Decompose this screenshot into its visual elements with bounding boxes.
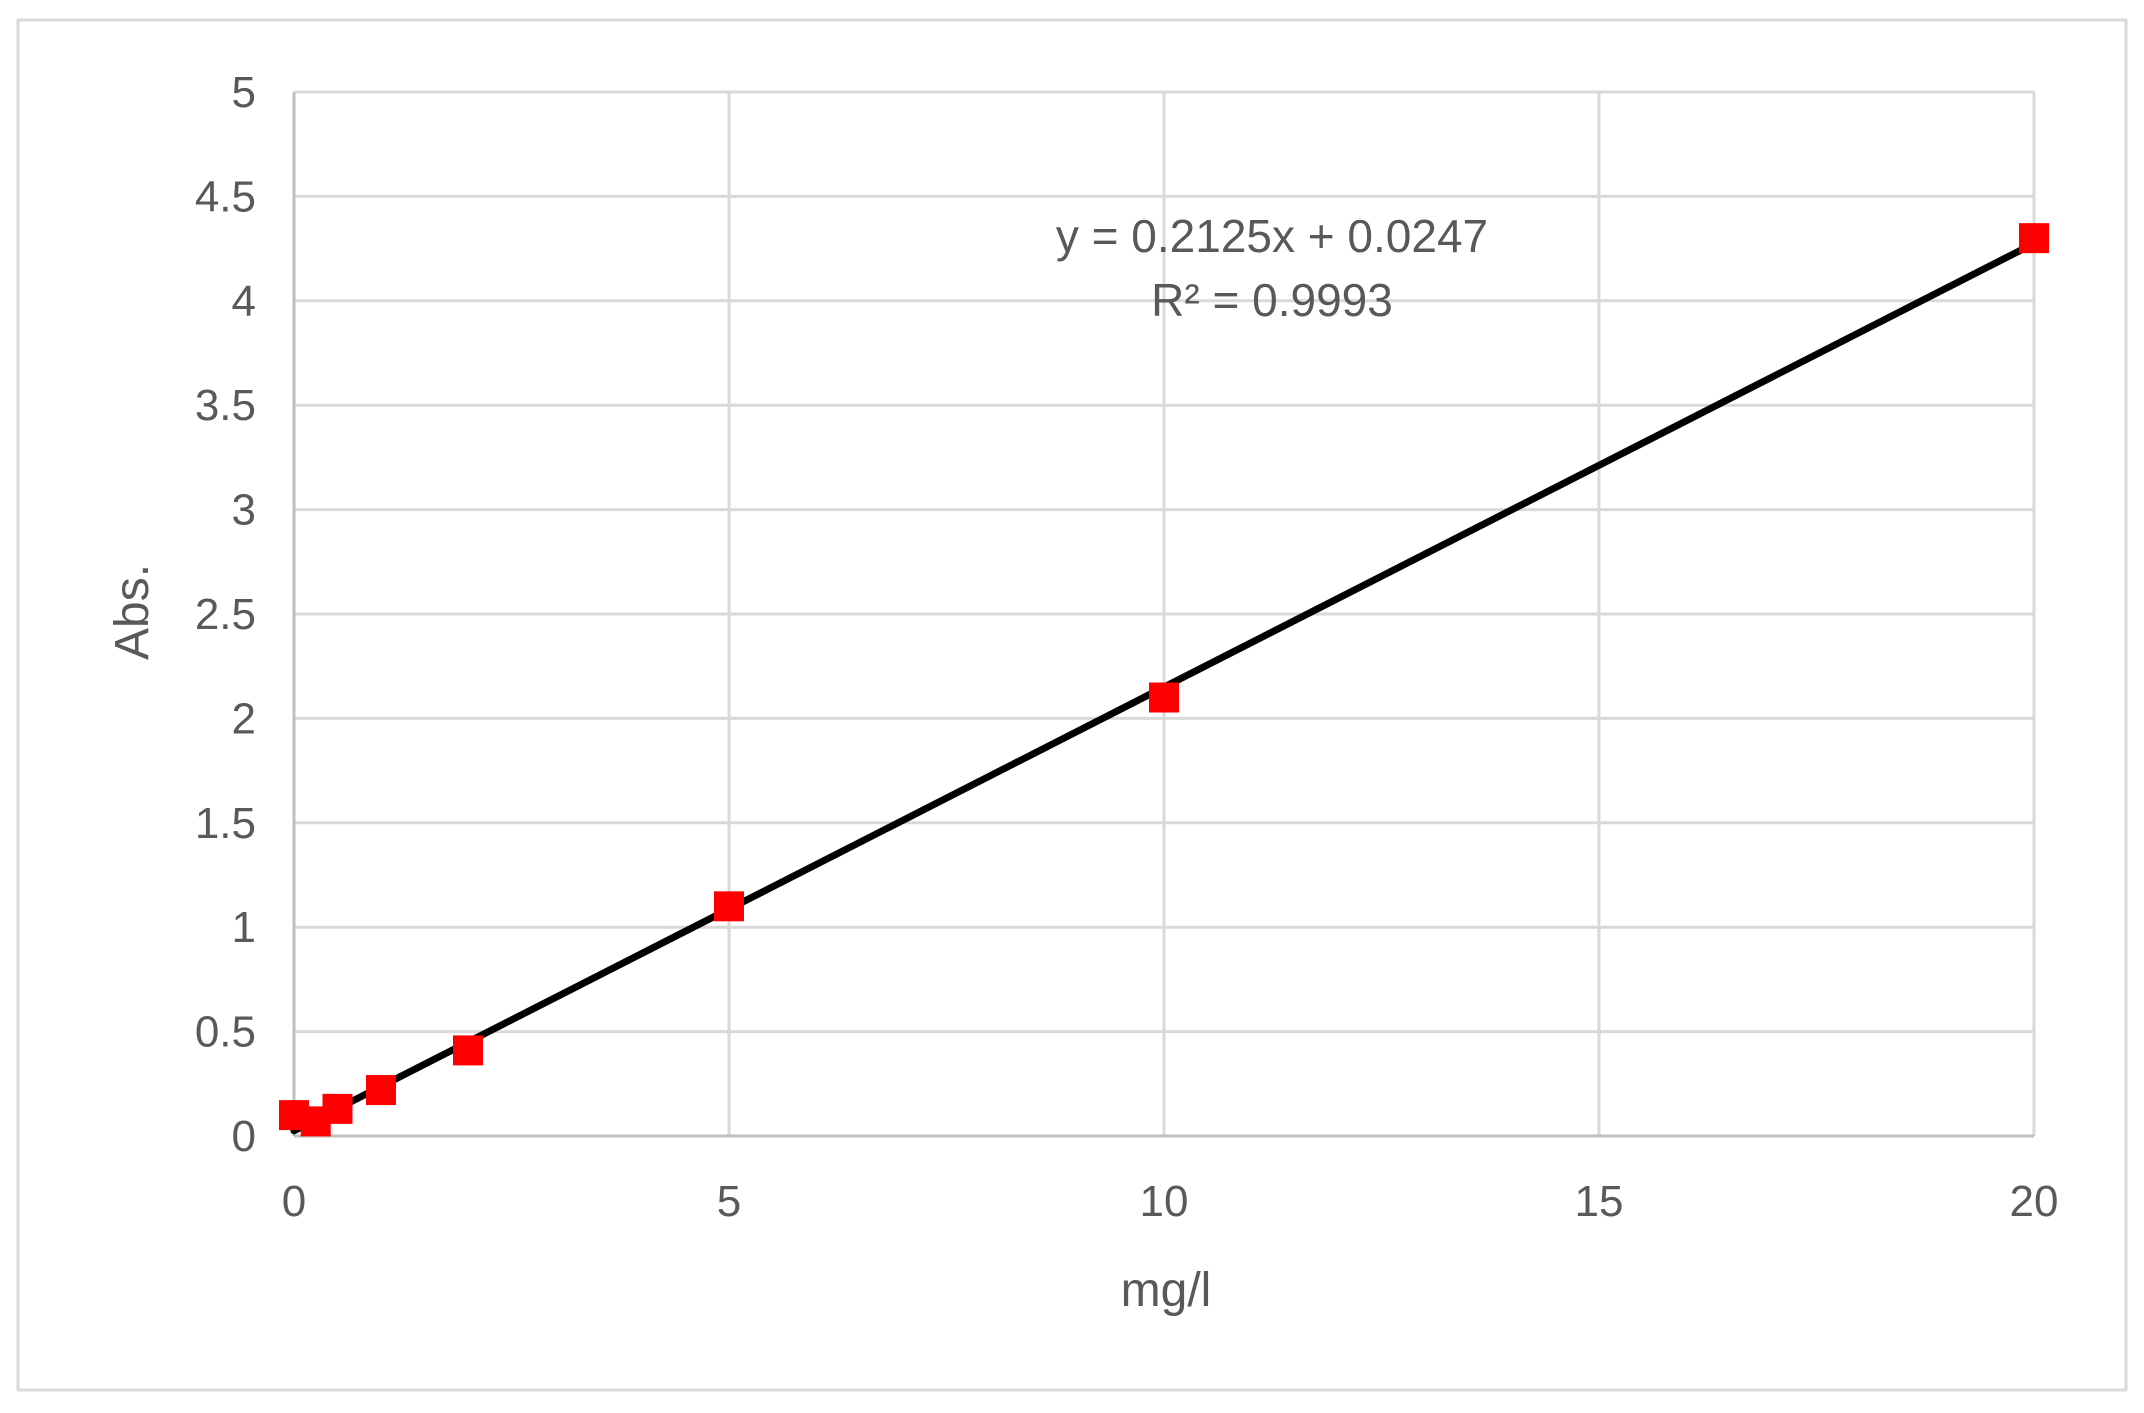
y-tick-label: 0.5 <box>195 1008 256 1057</box>
x-tick-label: 5 <box>717 1177 741 1226</box>
y-tick-label: 2.5 <box>195 590 256 639</box>
y-tick-label: 1.5 <box>195 799 256 848</box>
data-point <box>714 891 744 922</box>
x-axis-title: mg/l <box>1121 1264 1212 1317</box>
y-axis-title: Abs. <box>106 564 159 660</box>
x-tick-label: 10 <box>1140 1177 1189 1226</box>
x-tick-label: 0 <box>282 1177 306 1226</box>
data-point <box>2019 223 2049 254</box>
data-point <box>453 1035 483 1066</box>
data-points <box>279 223 2049 1137</box>
chart-border <box>16 18 2128 1392</box>
trendline-equation: y = 0.2125x + 0.0247 <box>1056 210 1488 262</box>
y-tick-label: 1 <box>232 903 256 952</box>
y-tick-label: 2 <box>232 694 256 743</box>
y-tick-label: 5 <box>232 68 256 117</box>
tick-labels: 0 0.5 1 1.5 2 2.5 3 3.5 4 4.5 5 0 5 10 15 20 <box>195 68 2059 1226</box>
data-point <box>1149 682 1179 713</box>
data-point <box>322 1093 353 1124</box>
x-tick-label: 20 <box>2010 1177 2059 1226</box>
x-tick-label: 15 <box>1575 1177 1624 1226</box>
trendline-r-squared: R² = 0.9993 <box>1151 274 1393 326</box>
data-point <box>366 1075 396 1106</box>
y-tick-label: 0 <box>232 1112 256 1161</box>
y-tick-label: 3.5 <box>195 381 256 430</box>
axes <box>292 92 2034 1138</box>
y-tick-label: 3 <box>232 486 256 535</box>
y-tick-label: 4.5 <box>195 172 256 221</box>
y-tick-label: 4 <box>232 277 256 326</box>
